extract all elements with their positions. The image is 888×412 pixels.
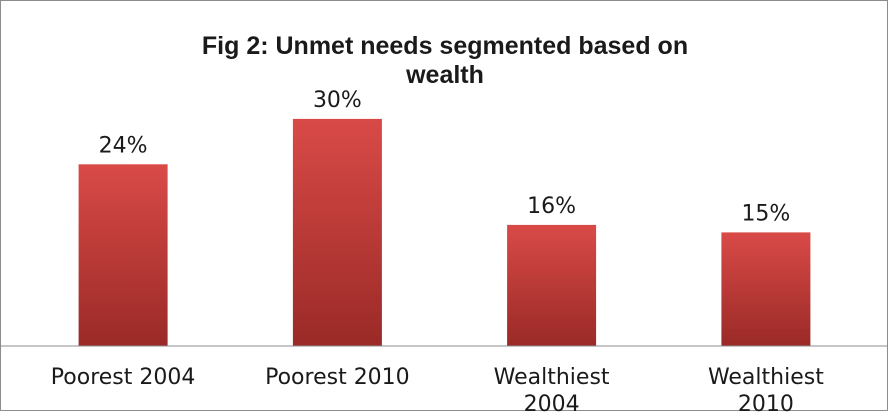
data-label-1: 24% [99,133,148,158]
category-label-2: Poorest 2010 [265,365,410,390]
category-label-1: Poorest 2004 [51,365,196,390]
chart-title-line-1: Fig 2: Unmet needs segmented based on [202,32,688,60]
data-label-3: 16% [527,194,576,219]
bar-1 [78,164,168,346]
category-label-3-line-2: 2004 [524,392,580,412]
bar-3 [507,224,597,346]
category-label-3-line-1: Wealthiest [494,365,610,390]
category-labels: Poorest 2004 Poorest 2010 Wealthiest2004We… [51,365,824,412]
chart-title: Fig 2: Unmet needs segmented based onwea… [202,32,688,89]
data-label-2: 30% [313,88,362,113]
bars [78,118,811,347]
data-label-4: 15% [741,201,790,226]
category-label-4-line-1: Wealthiest [708,365,824,390]
data-labels: 24% 30% 16% 15% [99,88,791,226]
bar-4 [721,232,811,346]
category-label-4-line-2: 2010 [738,392,794,412]
chart-title-line-2: wealth [405,61,484,89]
bar-2 [292,118,382,347]
